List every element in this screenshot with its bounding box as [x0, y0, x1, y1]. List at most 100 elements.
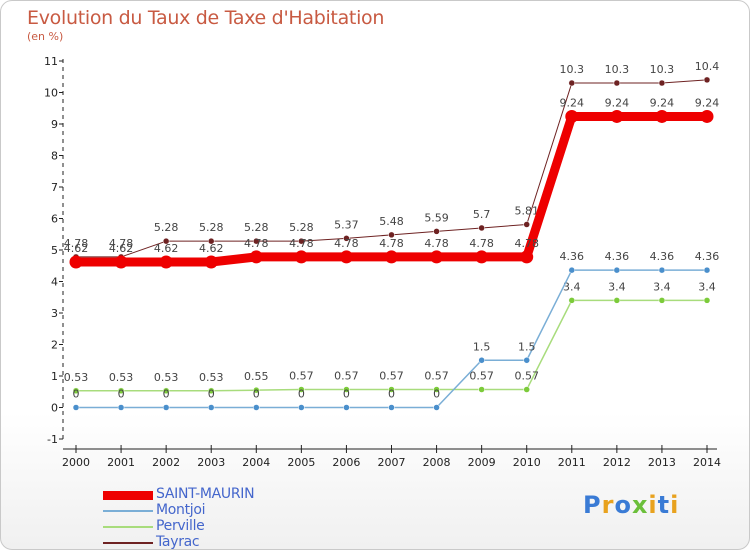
x-tick-label: 2007 [378, 456, 406, 469]
data-point [523, 221, 530, 228]
data-label: 3.4 [608, 280, 626, 293]
data-label: 10.3 [560, 63, 585, 76]
x-tick-label: 2010 [513, 456, 541, 469]
data-point [159, 255, 173, 269]
data-label: 9.24 [605, 96, 630, 109]
data-label: 0.57 [514, 370, 539, 383]
logo-letter: r [601, 491, 615, 519]
logo-letter: P [583, 491, 602, 519]
data-point [207, 237, 215, 245]
data-label: 4.78 [289, 237, 314, 250]
y-tick-label: -1 [47, 433, 58, 446]
data-label: 0.57 [424, 370, 449, 383]
x-tick-label: 2013 [648, 456, 676, 469]
data-label: 0 [73, 388, 80, 401]
data-label: 3.4 [563, 280, 581, 293]
data-label: 0.53 [109, 371, 134, 384]
data-point [385, 250, 398, 264]
data-point [520, 250, 534, 264]
data-label: 4.36 [650, 250, 675, 263]
x-tick-label: 2002 [152, 456, 180, 469]
x-tick-label: 2014 [693, 456, 721, 469]
data-label: 5.7 [473, 208, 491, 221]
data-point [478, 224, 485, 232]
data-point [343, 404, 350, 411]
data-label: 4.62 [199, 242, 224, 255]
chart-title: Evolution du Taux de Taxe d'Habitation [27, 7, 385, 29]
legend-swatch [103, 542, 153, 544]
data-label: 5.28 [244, 221, 269, 234]
data-point [343, 235, 350, 242]
data-label: 5.28 [199, 221, 224, 234]
data-point [658, 79, 666, 87]
data-point [253, 404, 260, 411]
data-point [162, 237, 170, 245]
data-label: 4.78 [424, 237, 449, 250]
data-point [388, 404, 395, 411]
logo-letter: t [657, 491, 671, 519]
data-label: 0.55 [244, 370, 269, 383]
data-point [478, 386, 485, 393]
data-point [613, 297, 621, 304]
y-tick-label: 8 [51, 150, 58, 163]
x-tick-label: 2012 [603, 456, 631, 469]
data-label: 9.24 [650, 96, 675, 109]
y-tick-label: 3 [51, 307, 58, 320]
data-label: 10.3 [605, 63, 630, 76]
data-label: 4.62 [154, 242, 179, 255]
x-tick-label: 2004 [242, 456, 270, 469]
data-label: 9.24 [695, 96, 720, 109]
data-point [523, 357, 530, 364]
data-label: 5.28 [289, 221, 314, 234]
data-point [703, 266, 711, 274]
data-point [117, 387, 125, 395]
data-label: 4.78 [109, 237, 134, 250]
data-point [655, 109, 669, 123]
data-label: 0 [298, 388, 305, 401]
data-label: 0.57 [334, 370, 359, 383]
y-tick-label: 7 [51, 181, 58, 194]
data-point [204, 255, 218, 269]
y-tick-label: 0 [51, 402, 58, 415]
y-tick-label: 9 [51, 118, 58, 131]
y-tick-label: 10 [44, 87, 58, 100]
data-point [388, 386, 395, 393]
proxiti-logo: Proxiti [583, 491, 679, 519]
data-point [523, 386, 530, 393]
data-label: 5.48 [379, 215, 404, 228]
data-label: 10.3 [650, 63, 675, 76]
legend-swatch [103, 526, 153, 528]
data-label: 0.57 [379, 370, 404, 383]
logo-letter: i [648, 491, 658, 519]
data-point [388, 231, 395, 239]
x-tick-label: 2001 [107, 456, 135, 469]
data-label: 4.36 [605, 250, 630, 263]
logo-letter: x [631, 491, 649, 519]
data-point [298, 404, 305, 411]
x-tick-label: 2011 [558, 456, 586, 469]
data-label: 0 [253, 388, 260, 401]
data-label: 4.78 [469, 237, 494, 250]
data-label: 0 [433, 388, 440, 401]
data-label: 3.4 [698, 280, 716, 293]
data-label: 4.36 [695, 250, 720, 263]
data-label: 0.53 [64, 371, 89, 384]
data-point [207, 404, 215, 411]
data-point [658, 266, 666, 274]
data-point [117, 404, 125, 411]
data-point [72, 404, 80, 411]
data-point [568, 266, 576, 274]
legend-label: SAINT-MAURIN [156, 486, 255, 502]
data-point [478, 357, 485, 364]
data-label: 5.81 [514, 204, 539, 217]
logo-letter: i [670, 491, 680, 519]
x-tick-label: 2008 [423, 456, 451, 469]
data-label: 4.62 [109, 242, 134, 255]
data-point [613, 79, 621, 87]
legend-swatch [103, 510, 153, 512]
data-label: 9.24 [560, 96, 585, 109]
legend-swatch [103, 490, 153, 500]
data-point [298, 237, 305, 245]
